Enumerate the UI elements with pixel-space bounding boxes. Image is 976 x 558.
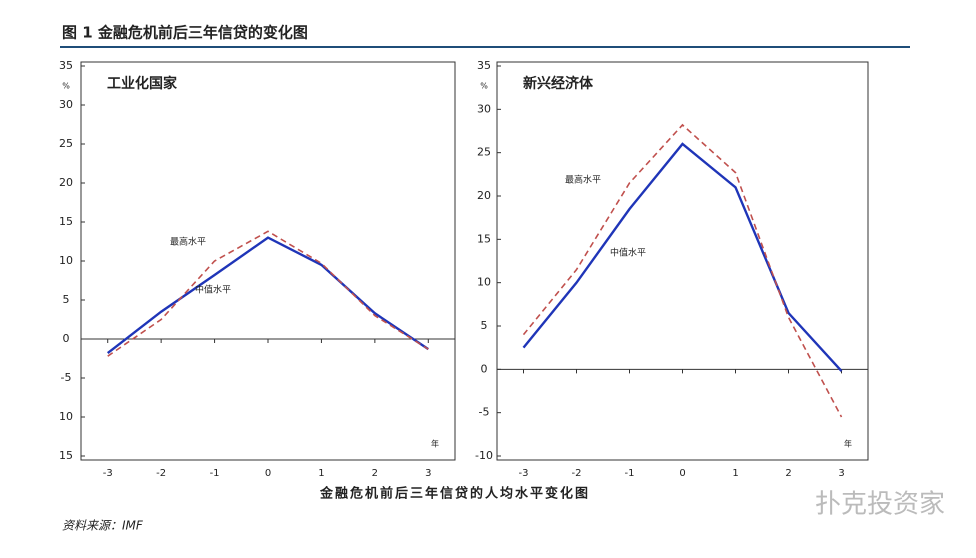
y-tick-label: 0 [63,332,70,345]
y-tick-label: 30 [477,102,491,115]
y-tick-label: 25 [59,137,73,150]
x-tick-label: -3 [519,468,529,479]
series-line [522,142,843,372]
plot-frame [80,61,456,461]
x-tick-label: -1 [210,468,220,479]
series-annotation: 中值水平 [610,247,646,259]
x-tick-label: 3 [838,468,844,479]
y-tick-label: 35 [59,59,73,72]
plot-frame [496,61,869,461]
x-tick-label: -3 [103,468,113,479]
x-tick-label: -2 [572,468,582,479]
series-line [106,236,429,354]
y-tick-label: 10 [59,410,73,423]
x-tick-label: -1 [625,468,635,479]
page-title: 图 1 金融危机前后三年信贷的变化图 [62,24,308,42]
panel-title: 新兴经济体 [523,75,594,92]
y-tick-label: 35 [477,59,491,72]
x-tick-label: 1 [318,468,324,479]
series-annotation: 最高水平 [565,174,601,186]
y-tick-label: 5 [63,293,70,306]
series-line [522,123,843,418]
y-unit: % [480,82,488,91]
y-tick-label: -5 [479,406,490,419]
panel-title: 工业化国家 [107,75,178,92]
series-line [107,230,429,357]
watermark: 扑克投资家 [815,490,945,520]
series-annotation: 最高水平 [170,236,206,248]
y-tick-label: -10 [475,449,493,462]
x-tick-label: 2 [785,468,791,479]
x-tick-label: 0 [265,468,271,479]
y-tick-label: 10 [59,254,73,267]
x-unit: 年 [844,439,852,449]
y-tick-label: 20 [477,189,491,202]
x-tick-label: 0 [679,468,685,479]
y-tick-label: 0 [481,362,488,375]
y-tick-label: 10 [477,276,491,289]
x-tick-label: 3 [425,468,431,479]
y-tick-label: 25 [477,146,491,159]
source: 资料来源：IMF [62,519,144,533]
x-tick-label: 2 [372,468,378,479]
y-tick-label: 5 [481,319,488,332]
y-tick-label: -5 [61,371,72,384]
y-unit: % [62,82,70,91]
y-tick-label: 20 [59,176,73,189]
x-tick-label: -2 [156,468,166,479]
series-annotation: 中值水平 [195,284,231,296]
y-tick-label: 15 [477,232,491,245]
x-unit: 年 [431,439,439,449]
y-tick-label: 15 [59,449,73,462]
x-axis-title: 金融危机前后三年信贷的人均水平变化图 [319,486,590,502]
y-tick-label: 15 [59,215,73,228]
y-tick-label: 30 [59,98,73,111]
x-tick-label: 1 [732,468,738,479]
